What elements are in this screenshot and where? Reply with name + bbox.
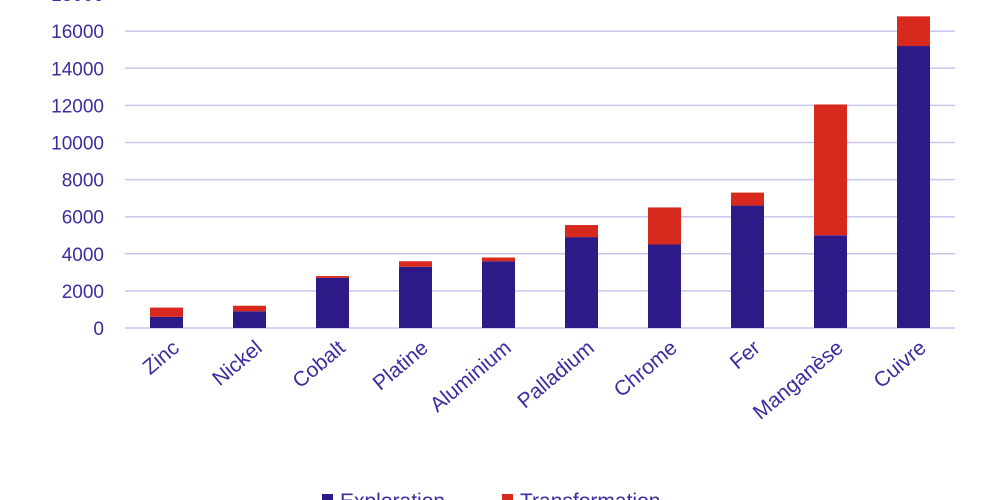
bar-transformation-7 xyxy=(731,192,764,206)
y-axis-ticks: 0 2000 4000 6000 8000 10000 12000 14000 16000 180… xyxy=(51,0,104,340)
bars xyxy=(150,16,930,328)
legend-label-transformation: Transformation xyxy=(520,490,660,500)
x-tick-label: Aluminium xyxy=(426,336,516,417)
y-tick-label: 10000 xyxy=(51,134,104,155)
y-tick-label: 0 xyxy=(93,319,104,340)
bar-exploration-2 xyxy=(316,277,349,328)
bar-exploration-0 xyxy=(150,316,183,328)
bar-exploration-4 xyxy=(482,261,515,328)
y-tick-label: 18000 xyxy=(51,0,104,6)
x-tick-label: Zinc xyxy=(139,336,184,379)
y-tick-label: 4000 xyxy=(62,245,104,266)
gridlines xyxy=(125,30,955,329)
bar-exploration-5 xyxy=(565,237,598,328)
legend-swatch-exploration xyxy=(322,494,333,500)
bar-transformation-4 xyxy=(482,257,515,262)
x-axis-labels: Zinc Nickel Cobalt PlatineAluminiumPalladiu… xyxy=(139,336,931,424)
x-tick-label: Nickel xyxy=(208,336,267,390)
bar-exploration-7 xyxy=(731,205,764,328)
x-tick-label: Fer xyxy=(726,336,765,374)
legend: Exploration Transformation xyxy=(322,490,660,500)
y-tick-label: 8000 xyxy=(62,171,104,192)
bar-exploration-9 xyxy=(897,46,930,328)
bar-exploration-1 xyxy=(233,311,266,328)
bar-transformation-2 xyxy=(316,276,349,278)
bar-transformation-0 xyxy=(150,307,183,317)
x-tick-label: Cobalt xyxy=(288,336,349,393)
x-tick-label: Manganèse xyxy=(749,336,848,424)
bar-exploration-8 xyxy=(814,235,847,328)
y-tick-label: 14000 xyxy=(51,59,104,80)
y-tick-label: 16000 xyxy=(51,22,104,43)
x-tick-label: Chrome xyxy=(610,336,682,402)
x-tick-label: Palladium xyxy=(513,336,598,413)
x-tick-label: Cuivre xyxy=(869,336,930,393)
bar-transformation-9 xyxy=(897,16,930,47)
y-tick-label: 6000 xyxy=(62,208,104,229)
bar-exploration-3 xyxy=(399,266,432,328)
bar-transformation-5 xyxy=(565,225,598,238)
y-tick-label: 2000 xyxy=(62,282,104,303)
bar-transformation-6 xyxy=(648,207,681,245)
bar-exploration-6 xyxy=(648,244,681,328)
legend-label-exploration: Exploration xyxy=(340,490,445,500)
bar-transformation-3 xyxy=(399,261,432,267)
x-tick-label: Platine xyxy=(369,336,433,395)
legend-swatch-transformation xyxy=(502,494,513,500)
y-tick-label: 12000 xyxy=(51,96,104,117)
bar-transformation-8 xyxy=(814,104,847,236)
bar-transformation-1 xyxy=(233,305,266,312)
